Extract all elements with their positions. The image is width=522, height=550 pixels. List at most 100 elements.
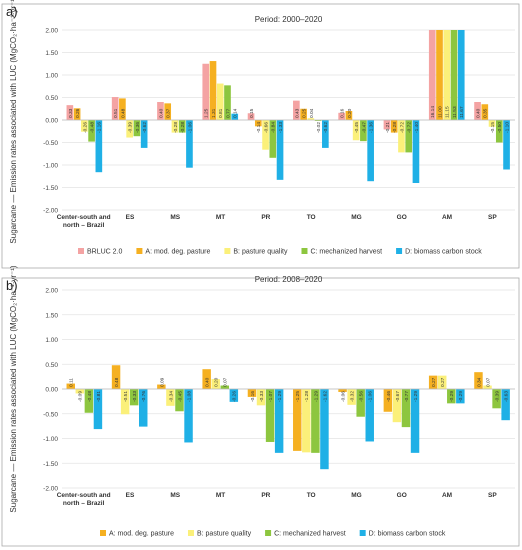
legend-label: B: pasture quality: [197, 531, 252, 538]
x-tick-label: MG: [351, 492, 362, 499]
bar-value-label: -0.39: [494, 391, 500, 402]
bar-value-label: -1.36: [369, 122, 375, 133]
bar: [495, 120, 503, 143]
bar-value-label: 0.20: [347, 108, 353, 118]
x-tick-label: SP: [488, 492, 497, 499]
x-tick-label: GO: [396, 492, 407, 499]
bar-value-label: -1.07: [268, 391, 274, 402]
bar: [352, 120, 360, 141]
bar-value-label: 0.43: [294, 108, 300, 118]
bar: [383, 120, 391, 130]
bar: [436, 30, 443, 120]
bar-value-label: -1.29: [413, 391, 419, 402]
y-tick-label: 0.00: [45, 118, 58, 125]
x-tick-label: MS: [170, 214, 181, 221]
bar-value-label: -0.66: [263, 122, 269, 133]
bar: [171, 120, 179, 133]
bar: [314, 120, 322, 121]
bar-value-label: 0.26: [75, 108, 81, 118]
bar: [307, 118, 315, 120]
bar: [265, 389, 275, 442]
bar: [111, 97, 119, 120]
bar-value-label: -1.08: [186, 391, 192, 402]
legend-label: BRLUC 2.0: [87, 249, 123, 256]
bar: [262, 120, 269, 150]
bar: [365, 389, 374, 442]
bar: [474, 102, 481, 120]
bar: [300, 108, 307, 120]
bar-value-label: -0.72: [399, 122, 405, 133]
bar-value-label: 0.07: [223, 377, 229, 387]
bar: [483, 385, 492, 389]
legend-swatch: [359, 530, 366, 536]
bar-value-label: -0.48: [89, 122, 95, 133]
bars: [66, 365, 510, 470]
bar-value-label: 0.15: [249, 108, 255, 118]
bar: [95, 120, 103, 173]
bar-value-label: -0.26: [232, 391, 238, 402]
bar-value-label: -0.09: [78, 391, 84, 402]
legend-label: D: biomass carbon stock: [405, 249, 482, 256]
chart-title: Period: 2008–2020: [255, 275, 323, 284]
bar: [140, 120, 148, 148]
bar-value-label: -1.06: [187, 122, 193, 133]
y-tick-label: 0.50: [45, 362, 58, 369]
bar: [501, 389, 510, 421]
x-tick-label: MG: [351, 214, 362, 221]
bar-value-label: -1.28: [304, 391, 310, 402]
bar: [84, 389, 94, 413]
bar: [133, 120, 141, 137]
bar: [66, 105, 74, 120]
bar-value-label: -0.45: [354, 122, 360, 133]
bar: [209, 61, 217, 120]
bar: [320, 389, 329, 470]
x-tick-label: SP: [488, 214, 497, 221]
bar: [164, 103, 172, 120]
bar-value-label: 0.14: [233, 108, 239, 118]
legend-swatch: [224, 248, 231, 254]
bar: [126, 120, 133, 138]
bar-value-label: -0.33: [259, 391, 265, 402]
bar: [216, 83, 224, 120]
bar-value-label: 11.15: [445, 106, 451, 118]
y-tick-label: 2.00: [45, 288, 58, 295]
bar-value-label: 0.48: [120, 108, 126, 118]
y-tick-label: -1.00: [43, 163, 58, 170]
bar: [120, 389, 130, 415]
bar: [443, 30, 451, 120]
bar-value-label: -0.62: [142, 122, 148, 133]
bar-value-label: -0.28: [173, 122, 179, 133]
bar: [345, 111, 353, 120]
bar: [447, 389, 456, 404]
bar-value-label: -0.14: [256, 122, 262, 133]
legend-label: B: pasture quality: [233, 249, 288, 256]
bar-value-label: 0.40: [158, 108, 164, 118]
bar-value-label: 0.16: [340, 108, 346, 118]
bar-value-label: -0.29: [458, 391, 464, 402]
bar-value-label: -0.48: [87, 391, 93, 402]
bar: [73, 108, 81, 120]
bar: [184, 389, 193, 443]
bar: [229, 389, 239, 402]
bar-value-label: 0.77: [225, 108, 231, 118]
bar: [488, 120, 496, 127]
bar: [139, 389, 148, 427]
bar-value-label: 0.11: [69, 378, 75, 387]
x-tick-label: ES: [125, 214, 135, 221]
bar-value-label: 0.37: [166, 108, 172, 118]
legend-label: D: biomass carbon stock: [369, 531, 446, 538]
bar: [492, 389, 501, 409]
x-tick-label: MT: [215, 492, 226, 499]
bar: [81, 120, 88, 132]
y-tick-label: -0.50: [43, 140, 58, 147]
bar: [75, 389, 85, 394]
bar-value-label: 1.31: [211, 108, 217, 118]
bar-value-label: -0.62: [323, 122, 329, 133]
bar-value-label: -0.39: [128, 122, 134, 133]
bar-value-label: -0.21: [385, 122, 391, 133]
y-tick-label: -1.50: [43, 185, 58, 192]
bar-value-label: -0.29: [449, 391, 455, 402]
bar: [129, 389, 139, 406]
x-tick-label: TO: [306, 214, 316, 221]
bar: [322, 120, 329, 148]
